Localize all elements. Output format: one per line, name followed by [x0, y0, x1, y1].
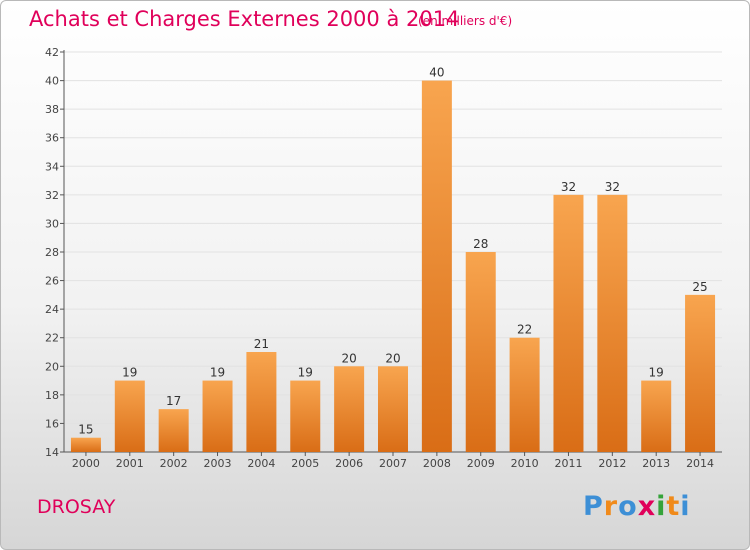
chart-subtitle: (en milliers d'€)	[418, 14, 513, 28]
x-tick-label: 2012	[598, 457, 626, 470]
bar	[685, 294, 716, 452]
bar-value-label: 32	[561, 180, 576, 194]
logo-letter: i	[656, 491, 667, 522]
logo-letter: t	[666, 491, 681, 522]
y-tick-label: 26	[45, 275, 59, 288]
y-tick-label: 36	[45, 132, 59, 145]
x-tick-label: 2013	[642, 457, 670, 470]
x-tick-label: 2006	[335, 457, 363, 470]
bar	[421, 80, 452, 453]
bar-value-label: 32	[605, 180, 620, 194]
bar	[290, 380, 321, 452]
bar-value-label: 40	[429, 66, 444, 80]
logo-letter: o	[618, 491, 638, 522]
bar	[246, 352, 277, 452]
place-name: DROSAY	[37, 496, 116, 518]
bar-value-label: 28	[473, 237, 488, 251]
bar-value-label: 21	[254, 337, 269, 351]
bar-value-label: 19	[649, 366, 664, 380]
x-tick-label: 2011	[554, 457, 582, 470]
bar	[641, 380, 672, 452]
bar-value-label: 19	[298, 366, 313, 380]
logo-letter: P	[583, 491, 604, 522]
proxiti-logo: Proxiti	[583, 491, 691, 522]
bar	[334, 366, 365, 452]
x-tick-label: 2005	[291, 457, 319, 470]
x-tick-label: 2003	[204, 457, 232, 470]
x-tick-label: 2000	[72, 457, 100, 470]
bar	[378, 366, 408, 452]
x-tick-label: 2002	[160, 457, 188, 470]
x-tick-label: 2004	[247, 457, 275, 470]
y-tick-label: 34	[45, 160, 59, 173]
bar-value-label: 19	[122, 366, 137, 380]
y-tick-label: 16	[45, 417, 59, 430]
bar	[158, 409, 189, 452]
bar-value-label: 25	[692, 280, 707, 294]
x-tick-label: 2009	[467, 457, 495, 470]
x-tick-label: 2008	[423, 457, 451, 470]
x-tick-label: 2001	[116, 457, 144, 470]
chart-title: Achats et Charges Externes 2000 à 2014	[29, 7, 460, 31]
x-tick-label: 2014	[686, 457, 714, 470]
y-tick-label: 18	[45, 389, 59, 402]
y-tick-label: 24	[45, 303, 59, 316]
x-tick-label: 2010	[511, 457, 539, 470]
bar-value-label: 17	[166, 394, 181, 408]
bar-value-label: 20	[385, 351, 400, 365]
logo-letter: i	[680, 491, 691, 522]
y-tick-label: 32	[45, 189, 59, 202]
y-tick-label: 22	[45, 332, 59, 345]
y-tick-label: 30	[45, 217, 59, 230]
y-tick-label: 14	[45, 446, 59, 459]
bar-value-label: 15	[78, 423, 93, 437]
bar	[597, 194, 628, 452]
y-tick-label: 38	[45, 103, 59, 116]
bar-value-label: 19	[210, 366, 225, 380]
bar	[553, 194, 584, 452]
bar-value-label: 22	[517, 323, 532, 337]
x-tick-label: 2007	[379, 457, 407, 470]
bar	[509, 337, 540, 452]
y-tick-label: 42	[45, 46, 59, 59]
y-tick-label: 28	[45, 246, 59, 259]
logo-letter: r	[603, 491, 619, 522]
logo-letter: x	[637, 491, 657, 522]
bar	[114, 380, 145, 452]
bar	[202, 380, 233, 452]
bar	[465, 252, 496, 452]
bar-value-label: 20	[341, 351, 356, 365]
bar	[70, 437, 101, 452]
y-tick-label: 20	[45, 360, 59, 373]
y-tick-label: 40	[45, 75, 59, 88]
